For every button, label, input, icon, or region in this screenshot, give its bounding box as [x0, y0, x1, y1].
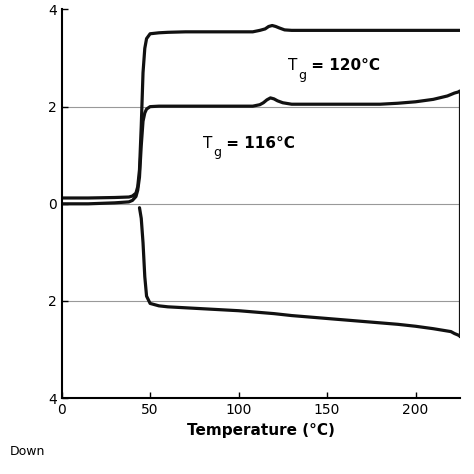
X-axis label: Temperature (°C): Temperature (°C)	[187, 423, 335, 438]
Text: T: T	[203, 136, 212, 151]
Text: g: g	[298, 69, 306, 82]
Text: Down: Down	[10, 445, 45, 458]
Text: = 120°C: = 120°C	[306, 58, 380, 73]
Text: g: g	[213, 146, 221, 159]
Text: T: T	[288, 58, 298, 73]
Text: = 116°C: = 116°C	[221, 136, 295, 151]
